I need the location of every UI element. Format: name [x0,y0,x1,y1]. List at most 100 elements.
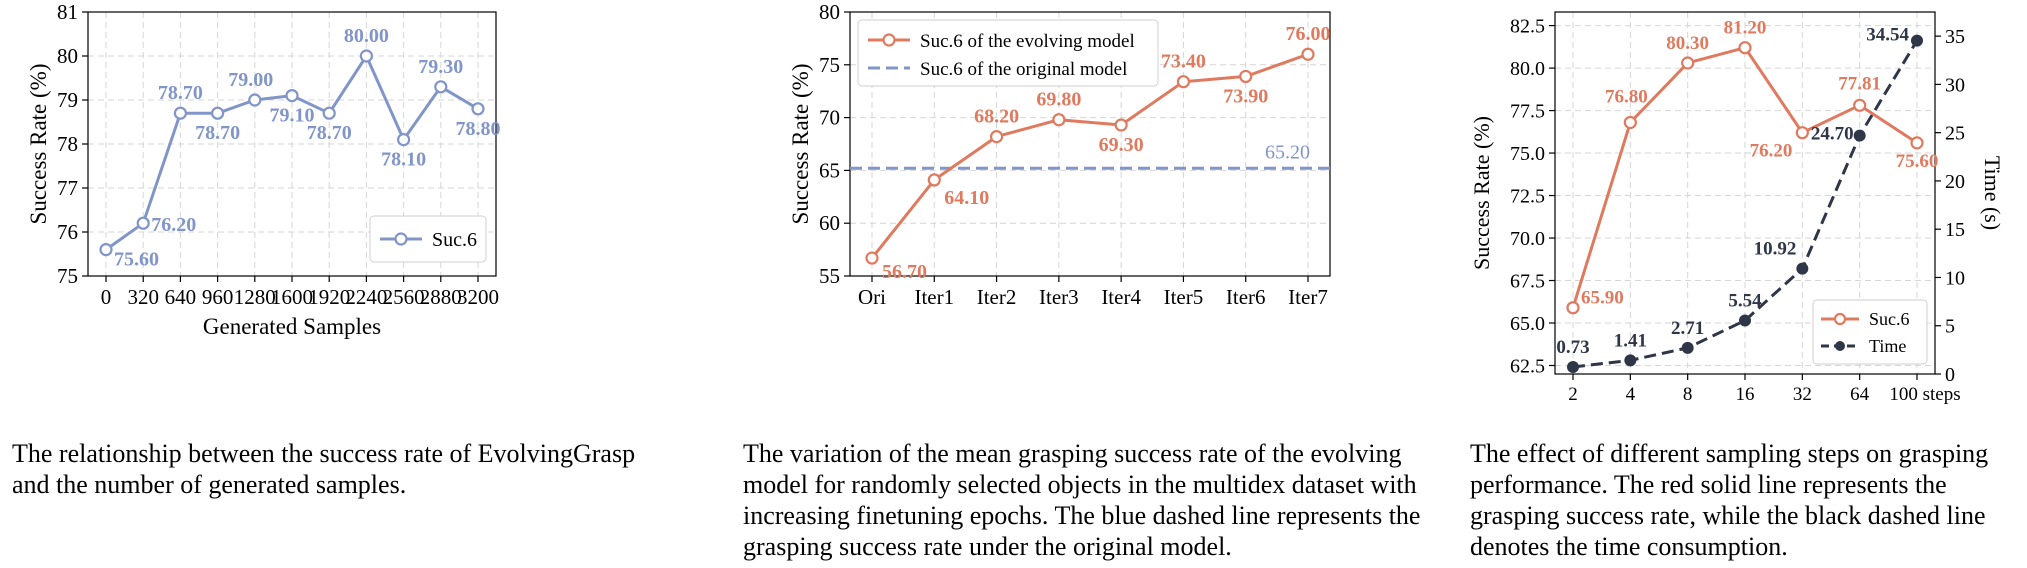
c2-data-point [865,251,879,265]
c2-data-label: 68.20 [974,106,1019,128]
c2-data-point [1114,118,1128,132]
c3-y2-tick-label: 35 [1945,26,1965,48]
c1-data-point [397,133,411,147]
c3-success-label: 80.30 [1666,33,1709,54]
c3-time-point [1853,129,1866,142]
c1-legend-box [369,215,487,263]
c3-y2-tick-label: 10 [1945,267,1965,289]
caption-iterations: The variation of the mean grasping succe… [743,439,1421,561]
c3-success-label: 77.81 [1838,73,1881,94]
c3-x-tick-label: 100 steps [1889,384,1960,405]
c3-legend-label-success: Suc.6 [1869,309,1910,329]
c2-legend-marker-evolving [882,33,896,47]
c2-y-tick-label: 65 [819,158,840,182]
c2-data-label: 76.00 [1286,23,1331,45]
c2-data-point [1239,69,1253,84]
c2-y-tick-label: 60 [819,211,840,235]
c1-data-label: 78.10 [381,149,426,171]
caption-samples: The relationship between the success rat… [12,439,636,499]
c1-data-point [248,93,262,107]
c1-data-label: 79.00 [228,69,273,91]
c1-y-tick-label: 80 [57,44,78,68]
c3-y2-tick-label: 15 [1945,219,1965,241]
c3-y2-tick-label: 20 [1945,171,1965,193]
c3-success-point [1910,136,1924,150]
c2-data-label: 69.80 [1036,89,1081,111]
c3-time-point [1739,314,1751,327]
c3-y-tick-label: 65.0 [1510,313,1545,335]
c2-x-tick-label: Iter7 [1288,285,1328,309]
c3-time-point [1624,354,1637,367]
c1-x-tick-label: 1280 [234,285,276,309]
c1-x-tick-label: 0 [101,285,112,309]
c3-x-tick-label: 16 [1736,384,1755,405]
c2-data-label: 73.40 [1161,51,1206,73]
caption-steps: The effect of different sampling steps o… [1470,439,1989,561]
c3-legend-label-time: Time [1869,336,1906,356]
c3-y-axis-label: Success Rate (%) [1469,116,1494,270]
c3-time-label: 24.70 [1811,124,1854,145]
c2-data-point [1052,113,1066,127]
c1-data-point [173,106,187,120]
c1-data-point [471,102,485,116]
c2-x-tick-label: Iter3 [1039,285,1079,309]
c1-data-label: 78.70 [307,122,352,144]
c3-success-label: 75.60 [1896,151,1939,172]
c2-y-tick-label: 75 [819,53,840,77]
c3-success-label: 65.90 [1581,288,1624,309]
chart-generated-samples: 75 76 77 78 79 80 81 0 320 640 960 1280160019202240… [26,0,501,339]
c1-y-tick-label: 75 [57,264,78,288]
c1-y-tick-label: 78 [57,132,78,156]
c2-legend-label-evolving: Suc.6 of the evolving model [920,31,1135,52]
c3-y2-tick-label: 0 [1945,364,1955,386]
c1-y-tick-label: 81 [57,0,78,24]
c3-success-point [1681,56,1695,70]
c3-time-point [1567,360,1579,373]
c2-y-tick-label: 70 [819,106,840,130]
c3-time-point [1796,262,1809,275]
c1-x-tick-label: 1600 [271,285,313,309]
c1-x-tick-label: 1920 [308,285,350,309]
chart-panel-iterations: 55 60 65 70 75 80 Ori Iter1 Iter2 Iter3 Iter4 Iter5… [730,0,1370,420]
c2-data-label: 73.90 [1223,85,1268,107]
c3-success-label: 76.80 [1605,86,1648,107]
c3-legend-marker-time [1835,341,1845,351]
c2-x-tick-label: Iter2 [977,285,1017,309]
c3-time-point [1911,34,1923,47]
c2-data-label: 64.10 [944,187,989,209]
c2-y-tick-label: 55 [819,264,840,288]
c1-data-label: 78.70 [158,82,203,104]
c1-data-point [434,80,448,94]
c1-x-tick-label: 320 [127,285,159,309]
c1-x-tick-label: 2240 [345,285,387,309]
c3-time-label: 1.41 [1614,330,1647,351]
c1-x-tick-label: 3200 [457,285,499,309]
c1-y-axis-label: Success Rate (%) [26,64,51,225]
c2-x-tick-label: Ori [858,285,886,309]
c3-time-label: 2.71 [1671,318,1704,339]
c2-x-tick-label: Iter5 [1164,285,1204,309]
c1-data-point [359,49,373,63]
c3-x-tick-label: 64 [1850,384,1870,405]
c1-data-label: 78.70 [195,122,240,144]
c3-success-point [1623,115,1637,130]
c3-y-tick-label: 67.5 [1510,271,1545,293]
c2-data-point [1176,75,1191,89]
c3-y2-tick-label: 25 [1945,123,1965,145]
c3-y2-tick-label: 30 [1945,74,1965,96]
chart-panel-samples: 75 76 77 78 79 80 81 0 320 640 960 1280 1600 1920 2240… [0,0,680,420]
c3-time-point [1681,341,1694,354]
c1-data-point [136,216,150,230]
c1-x-tick-label: 2880 [420,285,462,309]
c3-y2-tick-label: 5 [1945,316,1955,338]
c1-data-label: 75.60 [114,249,159,271]
c3-x-tick-label: 32 [1793,384,1812,405]
c3-success-label: 76.20 [1750,141,1793,162]
c1-data-label: 79.10 [270,105,315,127]
c1-legend-marker [394,232,408,246]
c3-x-tick-label: 4 [1626,384,1636,405]
c3-y-tick-label: 82.5 [1510,16,1545,38]
c2-data-label: 69.30 [1099,134,1144,156]
c1-y-tick-label: 77 [57,176,78,200]
c2-x-tick-label: Iter4 [1101,285,1141,309]
